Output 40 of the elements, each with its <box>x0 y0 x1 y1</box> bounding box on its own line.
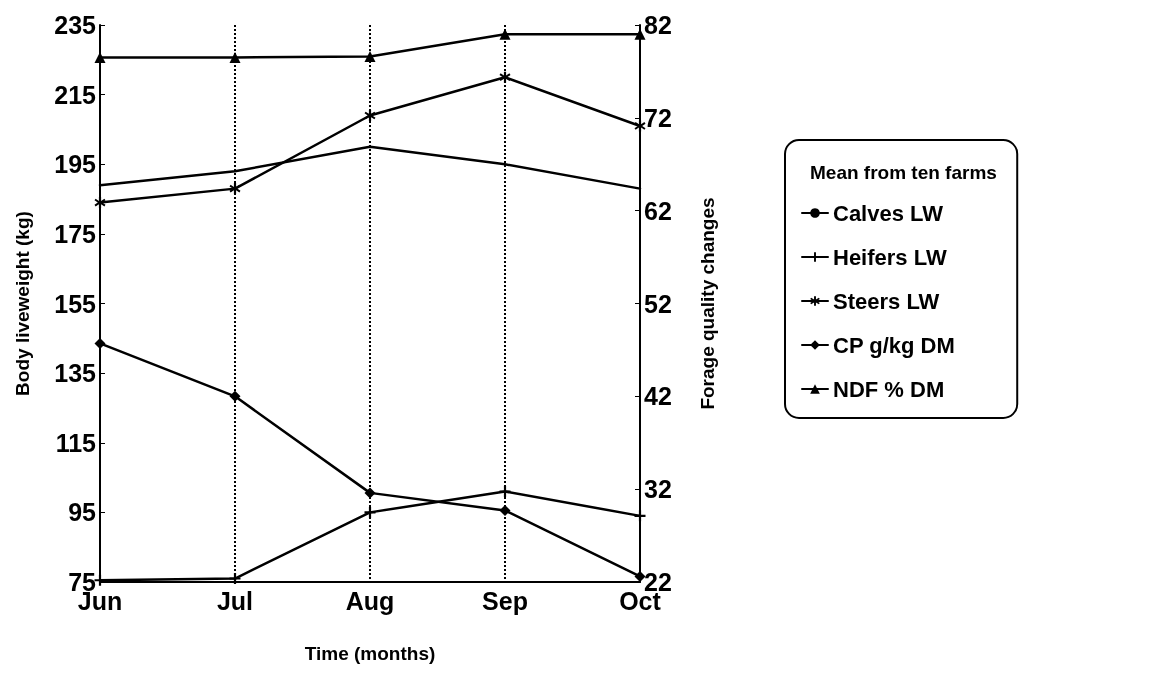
legend-label: Steers LW <box>833 288 940 314</box>
point <box>364 487 376 499</box>
point <box>499 71 511 83</box>
y-tick-label: 175 <box>54 219 97 248</box>
x-tick-label: Jul <box>216 586 254 615</box>
y2-axis-title: Forage quality changes <box>697 197 718 410</box>
y-tick-label: 215 <box>54 80 97 109</box>
y-tick-label: 235 <box>54 11 97 39</box>
point <box>634 120 646 132</box>
x-tick-label: Sep <box>482 586 528 615</box>
y-tick-label: 195 <box>54 150 97 179</box>
x-axis-title: Time (months) <box>304 643 436 664</box>
point <box>229 573 241 585</box>
y2-tick-label: 32 <box>644 475 672 504</box>
x-tick-label: Aug <box>345 586 395 615</box>
y-tick-label: 115 <box>55 428 97 457</box>
y2-tick-label: 82 <box>644 11 672 39</box>
y-axis-title: Body liveweight (kg) <box>12 211 33 396</box>
point <box>364 110 376 122</box>
point <box>364 51 376 63</box>
point <box>499 485 511 497</box>
point <box>229 390 241 402</box>
point <box>229 183 241 195</box>
legend-title: Mean from ten farms <box>810 162 997 183</box>
y-tick-label: 95 <box>68 498 97 527</box>
legend-label: NDF % DM <box>833 376 945 402</box>
point <box>364 506 376 518</box>
point <box>499 505 511 517</box>
y-tick-label: 155 <box>54 289 97 318</box>
point <box>229 51 241 63</box>
y2-tick-label: 62 <box>644 196 672 225</box>
y2-tick-label: 42 <box>644 382 672 411</box>
legend-label: Heifers LW <box>833 244 947 270</box>
y-tick-label: 135 <box>54 359 97 388</box>
y2-tick-label: 52 <box>644 289 672 318</box>
point <box>94 197 106 209</box>
point <box>634 510 646 522</box>
legend-label: CP g/kg DM <box>833 332 955 358</box>
y2-tick-label: 72 <box>644 103 672 132</box>
legend-label: Calves LW <box>833 200 944 226</box>
